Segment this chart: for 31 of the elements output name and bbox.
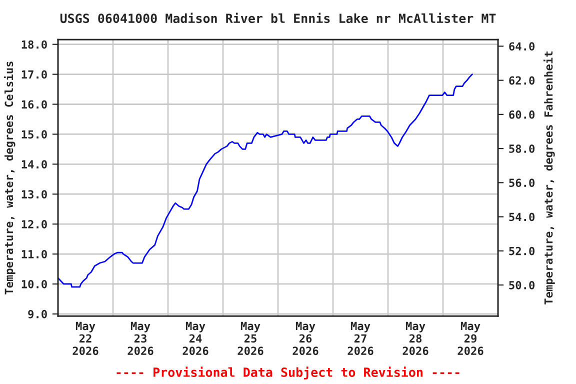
y2-tick-label: 60.0	[509, 110, 535, 119]
y2-tick-label: 58.0	[509, 144, 535, 153]
y-tick-label: 13.0	[22, 190, 47, 198]
text: ---- Provisional Data Subject to Revision ----	[116, 366, 460, 380]
chart-title: USGS 06041000 Madison River bl Ennis Lake nr McAllister MT	[60, 12, 496, 24]
y2-tick-label: 62.0	[509, 76, 535, 85]
y-tick-label: 18.0	[22, 40, 47, 49]
y-tick-label: 12.0	[22, 220, 47, 228]
y2-tick-label: 50.0	[509, 280, 535, 290]
x-tick-label: May 25 2026	[238, 322, 264, 356]
y2-axis-title: Temperature, water, degrees Fahrenheit	[544, 52, 555, 304]
y-tick-label: 9.0	[28, 310, 47, 318]
line-series	[58, 74, 473, 288]
y2-tick-label: 54.0	[509, 212, 535, 222]
x-tick-label: May 28 2026	[402, 322, 428, 356]
y-tick-label: 17.0	[22, 70, 47, 79]
x-tick-label: May 22 2026	[72, 322, 98, 356]
y-tick-label: 10.0	[22, 280, 47, 288]
y-tick-label: 16.0	[22, 100, 47, 109]
y2-tick-label: 56.0	[509, 178, 535, 188]
y2-tick-label: 52.0	[509, 246, 535, 256]
x-tick-label: May 24 2026	[182, 322, 208, 356]
x-tick-label: May 27 2026	[348, 322, 374, 356]
y-tick-label: 15.0	[22, 130, 47, 139]
y-tick-label: 14.0	[22, 160, 47, 169]
y-axis-title: Temperature, water, degrees Celsius	[4, 62, 16, 294]
x-tick-label: May 23 2026	[128, 322, 154, 356]
y2-tick-label: 64.0	[509, 42, 535, 51]
y-tick-label: 11.0	[22, 250, 47, 258]
x-tick-label: May 26 2026	[292, 322, 318, 356]
x-tick-label: May 29 2026	[458, 322, 484, 356]
